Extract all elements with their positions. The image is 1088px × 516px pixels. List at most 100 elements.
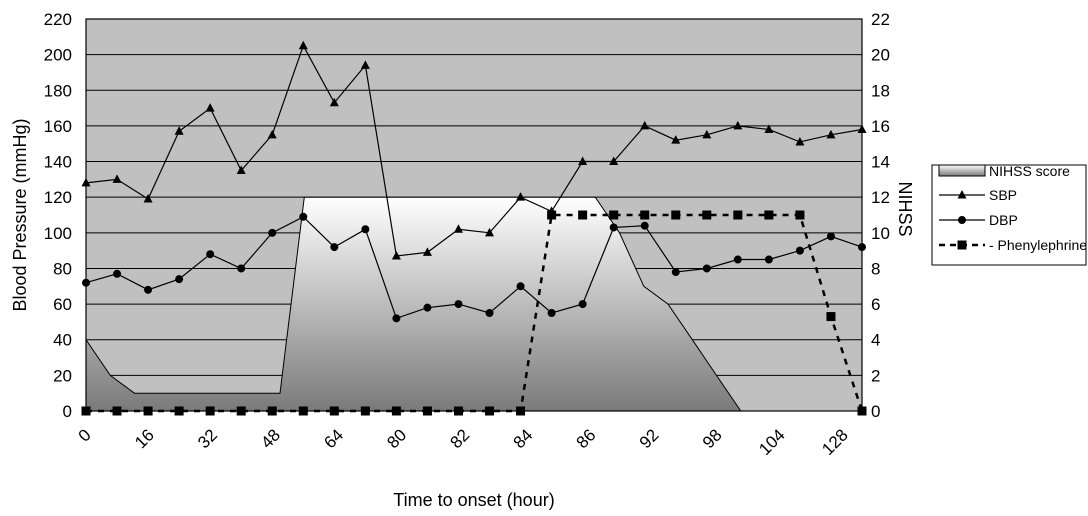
sbp-point [81,177,91,187]
y2-tick-label: 2 [871,366,880,385]
dbp-point [175,275,184,284]
phenylephrine-point [174,406,184,416]
dbp-point [392,314,401,323]
dbp-point [609,223,618,232]
x-tick-label: 48 [257,425,284,452]
legend-marker-sbp [957,190,967,199]
legend-marker-phenylephrine [957,240,967,250]
y2-axis-title: NIHSS [895,181,915,236]
y-tick-label: 160 [44,117,72,136]
sbp-point [826,129,836,139]
y-tick-label: 60 [53,295,72,314]
y2-tick-label: 22 [871,10,890,29]
x-tick-label: 98 [699,425,726,452]
sbp-point [112,174,122,183]
phenylephrine-line [86,213,864,413]
x-tick-label: 16 [131,425,158,452]
x-tick-label: 92 [636,425,663,452]
phenylephrine-point [826,312,836,322]
dbp-point [826,232,835,241]
sbp-point [795,136,805,146]
phenylephrine-point [329,406,339,416]
phenylephrine-point [143,406,153,416]
phenylephrine-point [453,406,463,416]
dbp-point [361,225,370,234]
y-tick-label: 200 [44,46,72,65]
sbp-point [174,126,184,135]
x-axis-title: Time to onset (hour) [393,490,554,510]
x-tick-label: 128 [818,425,851,458]
legend-swatch-nihss-score [938,164,986,177]
legend-marker-dbp [958,216,966,224]
y2-tick-label: 10 [871,224,890,243]
phenylephrine-point [236,406,246,416]
dbp-point [733,255,742,264]
sbp-point [422,247,432,256]
phenylephrine-point [267,406,277,416]
y2-tick-label: 0 [871,402,880,421]
dbp-point [113,269,122,278]
x-tick-label: 86 [573,425,600,452]
dbp-point [268,228,277,237]
dbp-point [144,285,153,294]
phenylephrine-point [205,406,215,416]
phenylephrine-point [764,210,774,220]
sbp-point [143,193,153,203]
sbp-point [485,227,495,237]
dbp-point [795,246,804,255]
y2-tick-label: 18 [871,81,890,100]
x-tick-label: 0 [75,425,95,445]
y-tick-label: 40 [53,331,72,350]
sbp-point [733,120,743,130]
dbp-point [578,300,587,309]
y2-tick-label: 14 [871,153,890,172]
phenylephrine-point [733,210,743,220]
y-tick-label: 20 [53,366,72,385]
sbp-point [764,124,774,133]
y2-tick-label: 6 [871,295,880,314]
y2-tick-label: 8 [871,259,880,278]
x-tick-label: 80 [383,425,410,452]
y-tick-label: 140 [44,153,72,172]
y-tick-label: 220 [44,10,72,29]
phenylephrine-point [422,406,432,416]
dbp-point [516,282,525,291]
dbp-point [671,268,680,277]
phenylephrine-point [81,406,91,416]
sbp-point [205,103,215,112]
dbp-point [640,221,649,230]
sbp-point [702,129,712,139]
y-tick-label: 0 [63,402,72,421]
y2-tick-label: 12 [871,188,890,207]
phenylephrine-point [609,210,619,220]
sbp-point [360,60,370,69]
sbp-point [391,250,401,260]
dbp-point [82,278,90,287]
legend: NIHSS score SBP DBP - Phenylephrine [931,163,1087,266]
series [81,40,867,416]
legend-label-nihss-score: NIHSS score [989,163,1070,179]
x-tick-label: 84 [510,425,537,452]
dbp-point [858,243,866,252]
x-tick-label: 104 [755,425,788,458]
sbp-point [516,192,526,201]
phenylephrine-point [671,210,681,220]
phenylephrine-point [640,210,650,220]
dbp-point [485,309,494,317]
dbp-point [299,212,308,221]
phenylephrine-point [795,210,805,220]
dbp-point [702,264,711,273]
dbp-point [237,264,246,273]
sbp-line [85,44,863,257]
phenylephrine-point [578,210,588,220]
y-axis-title: Blood Pressure (mmHg) [10,118,30,311]
phenylephrine-point [516,406,526,416]
sbp-point [857,124,867,133]
y-tick-label: 120 [44,188,72,207]
sbp-point [453,224,463,233]
y2-tick-label: 20 [871,46,890,65]
phenylephrine-point [702,210,712,220]
dbp-point [206,250,215,259]
phenylephrine-point [547,210,557,220]
